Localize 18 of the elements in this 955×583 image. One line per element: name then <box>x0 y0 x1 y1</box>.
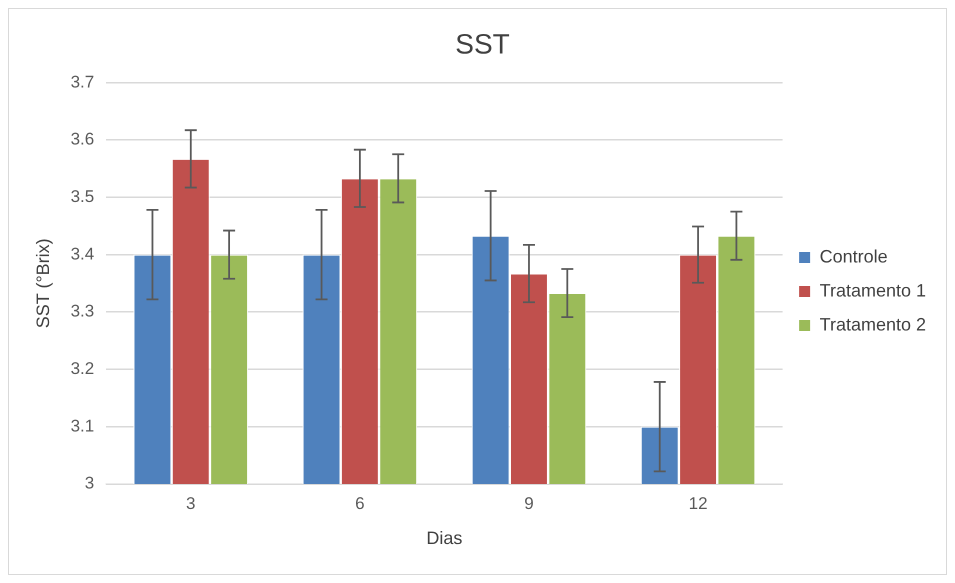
y-tick-label: 3.7 <box>70 72 94 92</box>
y-axis-title: SST (°Brix) <box>32 238 53 328</box>
x-axis-title: Dias <box>426 528 462 548</box>
y-tick-label: 3.6 <box>70 130 94 149</box>
x-tick-label: 12 <box>688 494 708 513</box>
x-tick-label: 3 <box>186 494 196 513</box>
y-tick-label: 3.1 <box>70 416 94 436</box>
y-tick-label: 3.3 <box>70 302 94 321</box>
y-tick-label: 3.4 <box>70 244 94 264</box>
y-tick-label: 3 <box>84 474 94 493</box>
y-tick-label: 3.2 <box>70 359 94 378</box>
chart-title: SST <box>455 28 510 60</box>
x-tick-label: 6 <box>355 494 365 513</box>
legend-label: Tratamento 1 <box>820 280 926 300</box>
x-tick-label: 9 <box>524 494 534 513</box>
legend-label: Controle <box>820 246 888 266</box>
legend-label: Tratamento 2 <box>820 314 926 334</box>
y-tick-label: 3.5 <box>70 186 94 206</box>
